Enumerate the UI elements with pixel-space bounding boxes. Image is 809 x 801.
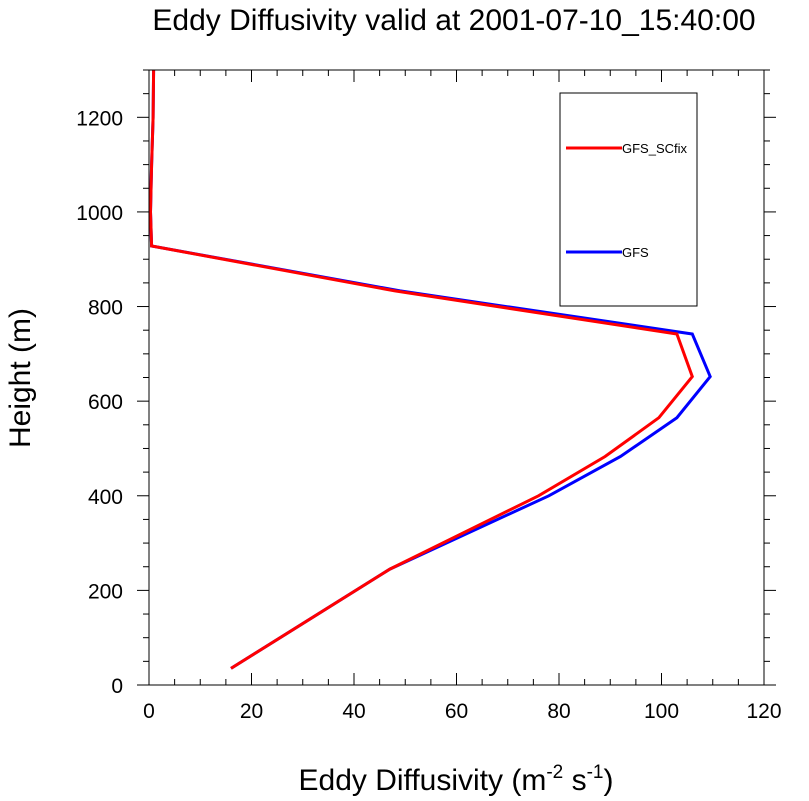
series-line-gfs — [148, 69, 712, 670]
y-axis-label: Height (m) — [4, 308, 37, 448]
series-lines — [148, 69, 712, 670]
x-tick-label: 120 — [746, 700, 781, 723]
x-tick-label: 60 — [445, 700, 468, 723]
x-axis-label-sup1: -2 — [546, 762, 563, 783]
x-tick-label: 40 — [342, 700, 365, 723]
legend: GFS_SCfix GFS — [559, 92, 698, 307]
y-tick-label: 1000 — [76, 202, 123, 225]
x-axis-label: Eddy Diffusivity (m-2 s-1) — [299, 762, 614, 797]
x-tick-label: 80 — [547, 700, 570, 723]
axis-ticks — [137, 69, 776, 686]
x-tick-label: 0 — [143, 700, 155, 723]
plot-frame — [148, 69, 765, 686]
series-line-gfs-scfix — [148, 69, 694, 670]
chart-title: Eddy Diffusivity valid at 2001-07-10_15:… — [152, 4, 755, 37]
x-tick-label: 100 — [644, 700, 679, 723]
x-axis-label-mid: s — [563, 764, 586, 797]
y-tick-label: 600 — [88, 391, 123, 414]
legend-label-gfs: GFS — [622, 245, 649, 260]
y-tick-label: 0 — [111, 675, 123, 698]
y-tick-label: 200 — [88, 580, 123, 603]
y-tick-label: 400 — [88, 486, 123, 509]
legend-box — [559, 92, 698, 307]
x-axis-label-end: ) — [604, 764, 614, 797]
x-tick-label: 20 — [240, 700, 263, 723]
x-axis-label-sup2: -1 — [587, 762, 604, 783]
y-tick-label: 800 — [88, 297, 123, 320]
x-axis-label-base: Eddy Diffusivity (m — [299, 764, 547, 797]
y-tick-label: 1200 — [76, 107, 123, 130]
legend-label-gfs-scfix: GFS_SCfix — [622, 141, 688, 156]
